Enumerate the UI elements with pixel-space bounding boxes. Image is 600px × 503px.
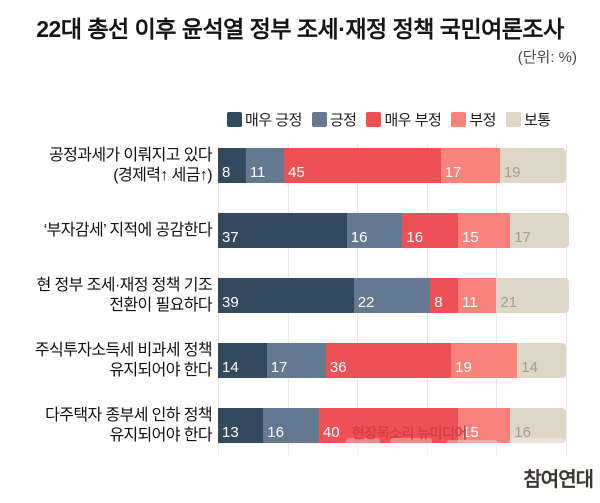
legend-swatch-icon — [311, 112, 327, 127]
legend-label: 매우 긍정 — [245, 112, 302, 129]
legend-item: 보통 — [505, 109, 551, 130]
bar-segment: 19 — [451, 343, 518, 378]
category-label: 현 정부 조세·재정 정책 기조 전환이 필요하다 — [36, 276, 213, 314]
segment-value: 8 — [222, 164, 231, 181]
overlay-watermark-text: 현장목소리 뉴미디어 — [352, 425, 467, 441]
stacked-bar: 8 11 45 17 19 — [218, 148, 566, 183]
segment-value: 21 — [500, 294, 518, 311]
bar-segment: 45 — [284, 148, 441, 183]
segment-value: 11 — [462, 294, 478, 311]
segment-value: 16 — [267, 424, 284, 441]
segment-value: 8 — [434, 294, 443, 311]
chart-title: 22대 총선 이후 윤석열 정부 조세·재정 정책 국민여론조사 — [36, 16, 564, 42]
ghost-watermark-block — [446, 440, 498, 462]
segment-value: 17 — [514, 229, 531, 246]
segment-value: 13 — [222, 424, 239, 441]
bar-segment: 14 — [218, 343, 267, 378]
ghost-watermark-block — [390, 438, 432, 462]
legend-item: 부정 — [451, 109, 496, 130]
segment-value: 37 — [222, 229, 239, 246]
segment-value: 19 — [503, 164, 521, 181]
ghost-watermark-block — [510, 438, 566, 462]
segment-value: 15 — [462, 229, 479, 246]
legend-item: 매우 긍정 — [227, 109, 302, 130]
stacked-bar: 37 16 16 15 17 — [218, 213, 570, 248]
bar-segment: 36 — [325, 343, 452, 378]
bar-segment: 19 — [499, 148, 566, 183]
segment-value: 17 — [444, 164, 462, 181]
bar-segment: 13 — [218, 408, 264, 443]
legend-swatch-icon — [505, 112, 521, 127]
segment-value: 16 — [406, 229, 424, 246]
bar-segment: 37 — [218, 213, 347, 248]
stacked-bar: 14 17 36 19 14 — [218, 343, 566, 378]
segment-value: 16 — [350, 229, 368, 246]
segment-value: 22 — [357, 294, 375, 311]
bar-segment: 16 — [346, 213, 403, 248]
legend: 매우 긍정 긍정 매우 부정 부정 보통 — [227, 109, 551, 130]
stacked-bar: 39 22 8 11 21 — [218, 278, 570, 313]
bar-segment: 16 — [402, 213, 459, 248]
segment-value: 19 — [455, 359, 472, 376]
legend-label: 부정 — [469, 112, 496, 129]
legend-swatch-icon — [366, 112, 382, 127]
bar-segment: 17 — [266, 343, 326, 378]
bar-segment: 22 — [353, 278, 431, 313]
segment-value: 11 — [249, 164, 266, 181]
segment-value: 40 — [322, 424, 340, 441]
segment-value: 14 — [222, 359, 239, 376]
legend-item: 매우 부정 — [366, 109, 442, 130]
bar-segment: 15 — [458, 213, 511, 248]
legend-label: 보통 — [523, 112, 551, 129]
stacked-bar: 13 16 40 15 16 — [218, 408, 566, 443]
logo-watermark: 참여연대 — [523, 469, 594, 491]
bar-segment: 8 — [430, 278, 459, 313]
segment-value: 45 — [288, 164, 305, 181]
segment-value: 17 — [270, 359, 288, 376]
bar-segment: 40 — [318, 408, 459, 443]
bar-segment: 8 — [218, 148, 246, 183]
bar-segment: 14 — [517, 343, 566, 378]
plot-area: 8 11 45 17 19 37 16 16 15 17 39 22 8 11 21 14 17 36 19 14 13… — [218, 143, 570, 455]
unit-label: (단위: %) — [517, 49, 577, 66]
legend-label: 매우 부정 — [384, 112, 442, 129]
bar-segment: 11 — [458, 278, 497, 313]
legend-swatch-icon — [451, 112, 467, 127]
segment-value: 39 — [222, 294, 239, 311]
legend-swatch-icon — [227, 112, 242, 127]
bar-segment: 21 — [496, 278, 570, 313]
segment-value: 14 — [521, 359, 538, 376]
segment-value: 36 — [329, 359, 347, 376]
bar-segment: 11 — [245, 148, 285, 183]
category-label: 다주택자 종부세 인하 정책 유지되어야 한다 — [45, 406, 212, 444]
segment-value: 15 — [462, 424, 479, 441]
category-label: 주식투자소득세 비과세 정책 유지되어야 한다 — [34, 341, 213, 379]
bar-segment: 17 — [510, 213, 570, 248]
legend-item: 긍정 — [311, 109, 357, 130]
bar-segment: 16 — [263, 408, 319, 443]
category-label: 공정과세가 이뤄지고 있다 (경제력↑ 세금↑) — [48, 146, 213, 184]
category-label: ‘부자감세’ 지적에 공감한다 — [43, 221, 213, 239]
ghost-watermark-block — [346, 438, 380, 462]
segment-value: 16 — [514, 424, 531, 441]
legend-label: 긍정 — [329, 112, 357, 129]
bar-segment: 16 — [510, 408, 566, 443]
bar-segment: 15 — [458, 408, 511, 443]
bar-segment: 17 — [440, 148, 500, 183]
bar-segment: 39 — [218, 278, 354, 313]
ghost-watermark-block — [574, 438, 600, 462]
